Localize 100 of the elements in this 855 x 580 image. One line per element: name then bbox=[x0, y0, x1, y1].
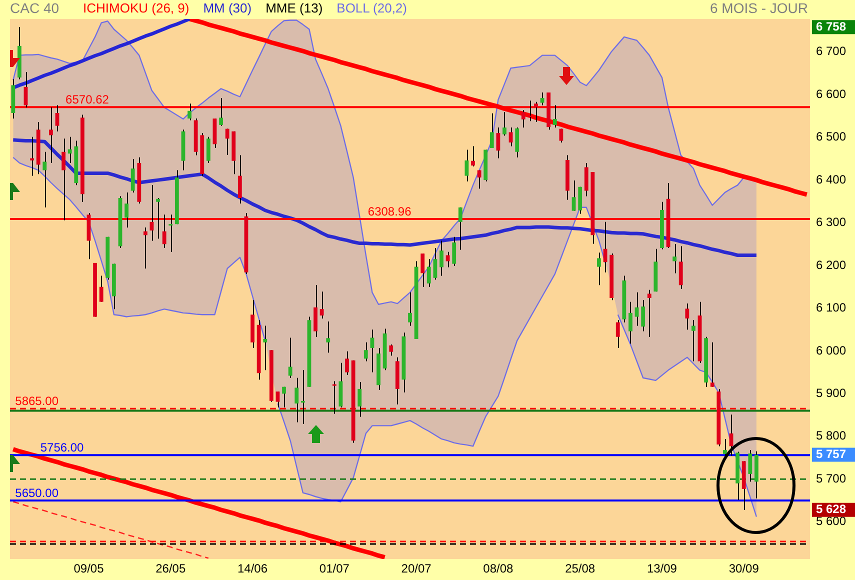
candlestick bbox=[534, 101, 538, 122]
text: MME (13) bbox=[266, 0, 323, 16]
candlestick bbox=[30, 136, 34, 176]
candlestick bbox=[748, 450, 752, 482]
candlestick bbox=[345, 350, 349, 376]
candlestick bbox=[263, 325, 268, 371]
candlestick bbox=[168, 214, 173, 252]
x-tick-label: 01/07 bbox=[319, 562, 350, 576]
candlestick bbox=[188, 103, 192, 121]
candlestick bbox=[143, 226, 148, 269]
x-tick-label: 25/08 bbox=[565, 562, 596, 576]
y-tick-label: 6 200 bbox=[816, 258, 846, 272]
candlestick bbox=[692, 320, 696, 362]
x-tick-label: 30/09 bbox=[728, 562, 760, 576]
candlestick bbox=[314, 284, 318, 338]
candlestick bbox=[358, 382, 362, 418]
candlestick bbox=[559, 128, 564, 143]
candlestick bbox=[616, 320, 620, 348]
candlestick bbox=[584, 162, 588, 197]
candlestick bbox=[685, 303, 690, 330]
candlestick bbox=[282, 386, 286, 408]
x-tick-label: 09/05 bbox=[74, 562, 104, 576]
candlestick bbox=[628, 301, 632, 344]
candlestick bbox=[420, 253, 425, 288]
chart-title: CAC 40 bbox=[10, 0, 60, 16]
candlestick bbox=[471, 146, 475, 167]
y-tick-label: 5 800 bbox=[816, 428, 846, 443]
ref-line-label: 5756.00 bbox=[40, 440, 84, 454]
ref-line-label: 5650.00 bbox=[15, 486, 59, 500]
candlestick bbox=[710, 342, 714, 388]
candlestick bbox=[326, 320, 330, 354]
ref-line-label: 6308.96 bbox=[368, 204, 412, 218]
text: BOLL (20,2) bbox=[336, 0, 407, 16]
candlestick bbox=[508, 127, 513, 147]
chart-subtitle: 6 MOIS - JOUR bbox=[710, 0, 808, 16]
y-tick-label: 6 600 bbox=[816, 86, 846, 101]
y-tick-label: 6 000 bbox=[816, 343, 846, 358]
candlestick bbox=[68, 136, 72, 164]
x-tick-label: 26/05 bbox=[156, 562, 186, 576]
line-series bbox=[12, 501, 210, 559]
candlestick bbox=[320, 291, 324, 319]
candlestick bbox=[42, 151, 47, 208]
candlestick bbox=[124, 192, 128, 228]
candlestick bbox=[238, 154, 242, 204]
candlestick bbox=[156, 198, 160, 240]
candlestick bbox=[678, 246, 683, 290]
candlestick bbox=[408, 292, 412, 326]
y-tick-label: 5 628 bbox=[816, 502, 846, 516]
candlestick bbox=[48, 106, 53, 164]
candlestick bbox=[426, 258, 431, 288]
candlestick bbox=[496, 127, 500, 159]
candlestick bbox=[521, 109, 526, 128]
candlestick bbox=[552, 104, 557, 128]
x-tick-label: 14/06 bbox=[238, 562, 268, 576]
candlestick bbox=[464, 149, 469, 182]
candlestick bbox=[24, 71, 28, 108]
candlestick bbox=[578, 186, 582, 214]
candlestick bbox=[55, 104, 60, 132]
y-tick-label: 6 758 bbox=[816, 19, 846, 34]
candlestick bbox=[433, 247, 438, 280]
candlestick bbox=[597, 252, 601, 286]
x-tick-label: 13/09 bbox=[646, 562, 678, 576]
y-tick-label: 5 700 bbox=[816, 471, 846, 486]
x-tick-label: 08/08 bbox=[483, 562, 514, 576]
candlestick bbox=[490, 112, 494, 149]
candlestick bbox=[99, 275, 104, 302]
candlestick bbox=[672, 244, 677, 274]
x-tick-label: 20/07 bbox=[401, 562, 432, 576]
candlestick bbox=[332, 380, 336, 414]
candlestick bbox=[528, 100, 532, 122]
candlestick bbox=[370, 329, 374, 373]
y-tick-label: 6 700 bbox=[816, 44, 846, 58]
candlestick bbox=[219, 98, 223, 126]
candlestick bbox=[162, 214, 166, 248]
candlestick bbox=[225, 128, 230, 156]
y-tick-label: 5 900 bbox=[816, 386, 846, 400]
y-tick-label: 5 757 bbox=[816, 447, 846, 462]
candlestick bbox=[364, 342, 368, 362]
y-tick-label: 5 600 bbox=[816, 514, 846, 528]
candlestick bbox=[294, 377, 299, 423]
y-tick-label: 6 300 bbox=[816, 215, 846, 230]
ref-line-label: 6570.62 bbox=[66, 92, 110, 106]
candlestick bbox=[288, 337, 292, 378]
candlestick bbox=[572, 180, 576, 212]
candlestick bbox=[647, 289, 652, 338]
text: ICHIMOKU (26, 9) bbox=[83, 0, 190, 16]
candlestick bbox=[452, 236, 456, 266]
text: MM (30) bbox=[203, 0, 252, 16]
candlestick bbox=[502, 112, 506, 136]
candlestick bbox=[458, 206, 462, 250]
candlestick bbox=[440, 240, 444, 276]
candlestick bbox=[62, 138, 66, 221]
y-tick-label: 6 400 bbox=[816, 172, 846, 186]
y-tick-label: 6 500 bbox=[816, 130, 846, 144]
candlestick bbox=[634, 292, 639, 326]
candlestick bbox=[130, 158, 135, 193]
candlestick bbox=[723, 438, 727, 456]
candlestick bbox=[276, 391, 280, 408]
y-tick-label: 6 100 bbox=[816, 300, 846, 315]
candlestick bbox=[206, 136, 210, 164]
